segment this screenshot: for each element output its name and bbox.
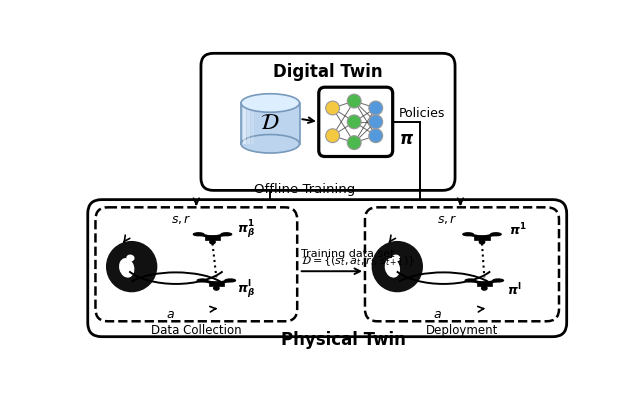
Text: $\mathcal{D}$: $\mathcal{D}$	[260, 113, 280, 132]
Ellipse shape	[221, 233, 232, 236]
Circle shape	[369, 129, 383, 143]
FancyBboxPatch shape	[201, 53, 455, 190]
Circle shape	[326, 129, 340, 143]
Text: Digital Twin: Digital Twin	[273, 62, 383, 81]
Text: $\boldsymbol{\pi}^{\mathbf{1}}$: $\boldsymbol{\pi}^{\mathbf{1}}$	[509, 221, 527, 238]
Text: $\mathcal{D} = \{(s_t, a_t, r_t, s_{t+1})\}$: $\mathcal{D} = \{(s_t, a_t, r_t, s_{t+1}…	[301, 254, 415, 268]
Ellipse shape	[241, 94, 300, 112]
Circle shape	[369, 101, 383, 115]
Circle shape	[348, 94, 361, 108]
Ellipse shape	[214, 286, 219, 290]
FancyBboxPatch shape	[365, 208, 559, 321]
Bar	[205, 235, 220, 240]
Ellipse shape	[463, 233, 474, 236]
FancyBboxPatch shape	[95, 208, 297, 321]
Text: $\boldsymbol{\pi}$: $\boldsymbol{\pi}$	[399, 130, 414, 147]
Ellipse shape	[241, 134, 300, 153]
Ellipse shape	[392, 255, 399, 261]
Text: Offline Training: Offline Training	[254, 183, 356, 196]
Text: Data Collection: Data Collection	[151, 323, 242, 336]
Ellipse shape	[490, 233, 501, 236]
Text: Policies: Policies	[399, 107, 445, 120]
Bar	[477, 281, 492, 286]
Circle shape	[348, 115, 361, 129]
FancyBboxPatch shape	[319, 87, 393, 156]
Text: Deployment: Deployment	[426, 323, 498, 336]
Text: $s, r$: $s, r$	[172, 213, 192, 226]
Text: $\boldsymbol{\pi}^{\mathbf{1}}_{\boldsymbol{\beta}}$: $\boldsymbol{\pi}^{\mathbf{1}}_{\boldsym…	[237, 219, 255, 241]
Circle shape	[326, 101, 340, 115]
Circle shape	[348, 136, 361, 150]
Text: Training data set: Training data set	[301, 249, 394, 259]
Ellipse shape	[465, 279, 476, 282]
Text: $a$: $a$	[166, 308, 175, 321]
Ellipse shape	[127, 255, 134, 261]
Text: $s, r$: $s, r$	[437, 213, 458, 226]
Circle shape	[372, 242, 422, 291]
Text: $\boldsymbol{\pi}^{\mathbf{I}}$: $\boldsymbol{\pi}^{\mathbf{I}}$	[508, 281, 522, 298]
Ellipse shape	[193, 233, 204, 236]
Bar	[241, 103, 300, 144]
Text: $a$: $a$	[433, 308, 442, 321]
Ellipse shape	[482, 286, 487, 290]
Circle shape	[107, 242, 156, 291]
Bar	[474, 235, 490, 240]
Text: Physical Twin: Physical Twin	[281, 331, 406, 349]
Ellipse shape	[225, 279, 236, 282]
Ellipse shape	[120, 259, 134, 277]
Text: $\boldsymbol{\pi}^{\mathbf{I}}_{\boldsymbol{\beta}}$: $\boldsymbol{\pi}^{\mathbf{I}}_{\boldsym…	[237, 279, 255, 301]
Ellipse shape	[210, 240, 215, 244]
Ellipse shape	[479, 240, 484, 244]
Bar	[243, 103, 246, 144]
FancyBboxPatch shape	[88, 200, 566, 337]
Circle shape	[369, 115, 383, 129]
Bar	[247, 103, 250, 144]
Ellipse shape	[197, 279, 208, 282]
Ellipse shape	[385, 259, 399, 277]
Ellipse shape	[493, 279, 504, 282]
Bar	[209, 281, 224, 286]
Bar	[251, 103, 254, 144]
